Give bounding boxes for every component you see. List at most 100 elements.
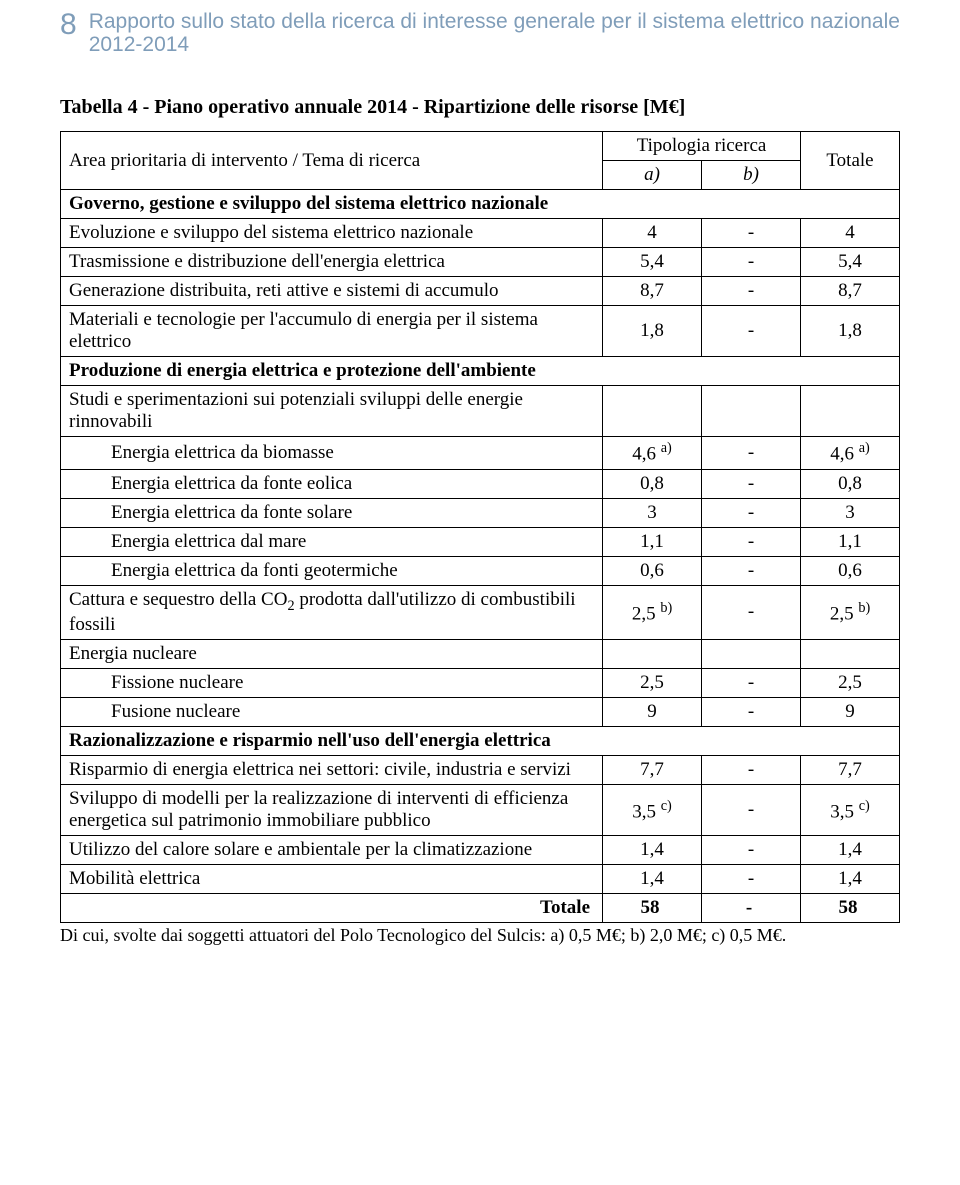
val-sup: c) [859,798,870,814]
row-solare: Energia elettrica da fonte solare 3 - 3 [61,498,900,527]
label-pre: Cattura e sequestro della CO [69,589,287,610]
cell-a: 0,8 [603,469,702,498]
col-header-area: Area prioritaria di intervento / Tema di… [61,132,603,190]
cell-t: 8,7 [801,277,900,306]
cell-t: 5,4 [801,248,900,277]
cell-a: 58 [603,894,702,923]
row-cattura: Cattura e sequestro della CO2 prodotta d… [61,585,900,640]
row-mobilita: Mobilità elettrica 1,4 - 1,4 [61,865,900,894]
val-num: 3,5 [632,801,656,822]
val-num: 4,6 [830,444,854,465]
cell-b [702,386,801,437]
cell-b: - [702,785,801,836]
label-sub: 2 [287,597,294,613]
cell-label: Energia elettrica dal mare [61,527,603,556]
cell-t: 2,5 b) [801,585,900,640]
val-sup: b) [660,600,672,616]
section-produzione-label: Produzione di energia elettrica e protez… [61,357,900,386]
cell-b: - [702,527,801,556]
cell-label: Trasmissione e distribuzione dell'energi… [61,248,603,277]
row-nucleare: Energia nucleare [61,640,900,669]
table-footnote: Di cui, svolte dai soggetti attuatori de… [60,925,900,946]
val-sup: b) [858,600,870,616]
cell-b [702,640,801,669]
table-caption: Tabella 4 - Piano operativo annuale 2014… [60,96,900,119]
cell-a: 3 [603,498,702,527]
cell-t: 7,7 [801,756,900,785]
cell-t: 1,4 [801,836,900,865]
cell-b: - [702,248,801,277]
cell-b: - [702,219,801,248]
section-produzione: Produzione di energia elettrica e protez… [61,357,900,386]
cell-t [801,386,900,437]
cell-t: 1,4 [801,865,900,894]
running-title: Rapporto sullo stato della ricerca di in… [89,10,900,56]
cell-label: Cattura e sequestro della CO2 prodotta d… [61,585,603,640]
page-number: 8 [60,10,77,40]
row-fusione: Fusione nucleare 9 - 9 [61,698,900,727]
cell-t: 4 [801,219,900,248]
cell-label: Risparmio di energia elettrica nei setto… [61,756,603,785]
cell-t: 3,5 c) [801,785,900,836]
page-container: 8 Rapporto sullo stato della ricerca di … [0,0,960,976]
cell-t [801,640,900,669]
cell-label: Evoluzione e sviluppo del sistema elettr… [61,219,603,248]
cell-label: Generazione distribuita, reti attive e s… [61,277,603,306]
col-header-b: b) [702,161,801,190]
main-table: Area prioritaria di intervento / Tema di… [60,131,900,923]
cell-t: 4,6 a) [801,437,900,469]
cell-b: - [702,556,801,585]
row-trasmissione: Trasmissione e distribuzione dell'energi… [61,248,900,277]
cell-b: - [702,865,801,894]
cell-a: 7,7 [603,756,702,785]
cell-t: 1,8 [801,306,900,357]
section-governo-label: Governo, gestione e sviluppo del sistema… [61,190,900,219]
col-header-a: a) [603,161,702,190]
cell-b: - [702,669,801,698]
row-studi: Studi e sperimentazioni sui potenziali s… [61,386,900,437]
cell-t: 9 [801,698,900,727]
row-materiali: Materiali e tecnologie per l'accumulo di… [61,306,900,357]
running-header: 8 Rapporto sullo stato della ricerca di … [60,10,900,56]
cell-a: 1,4 [603,836,702,865]
cell-a: 4,6 a) [603,437,702,469]
val-num: 3,5 [830,801,854,822]
cell-b: - [702,437,801,469]
cell-b: - [702,894,801,923]
row-totale: Totale 58 - 58 [61,894,900,923]
cell-a: 3,5 c) [603,785,702,836]
cell-t: 0,8 [801,469,900,498]
cell-label: Sviluppo di modelli per la realizzazione… [61,785,603,836]
val-num: 2,5 [830,603,854,624]
row-fissione: Fissione nucleare 2,5 - 2,5 [61,669,900,698]
cell-label: Mobilità elettrica [61,865,603,894]
cell-label: Energia elettrica da fonte eolica [61,469,603,498]
cell-b: - [702,469,801,498]
val-num: 4,6 [632,444,656,465]
cell-label: Energia elettrica da fonte solare [61,498,603,527]
cell-b: - [702,756,801,785]
cell-label: Totale [61,894,603,923]
cell-a [603,386,702,437]
cell-label: Materiali e tecnologie per l'accumulo di… [61,306,603,357]
row-mare: Energia elettrica dal mare 1,1 - 1,1 [61,527,900,556]
cell-label: Studi e sperimentazioni sui potenziali s… [61,386,603,437]
cell-a: 1,1 [603,527,702,556]
section-razionalizzazione: Razionalizzazione e risparmio nell'uso d… [61,727,900,756]
cell-t: 0,6 [801,556,900,585]
val-sup: c) [661,798,672,814]
cell-a: 0,6 [603,556,702,585]
cell-b: - [702,498,801,527]
val-sup: a) [859,440,870,456]
cell-a: 1,8 [603,306,702,357]
row-risparmio: Risparmio di energia elettrica nei setto… [61,756,900,785]
cell-label: Energia elettrica da biomasse [61,437,603,469]
cell-b: - [702,585,801,640]
cell-a: 1,4 [603,865,702,894]
val-num: 2,5 [632,603,656,624]
row-evoluzione: Evoluzione e sviluppo del sistema elettr… [61,219,900,248]
row-generazione: Generazione distribuita, reti attive e s… [61,277,900,306]
cell-a: 5,4 [603,248,702,277]
cell-b: - [702,306,801,357]
section-governo: Governo, gestione e sviluppo del sistema… [61,190,900,219]
